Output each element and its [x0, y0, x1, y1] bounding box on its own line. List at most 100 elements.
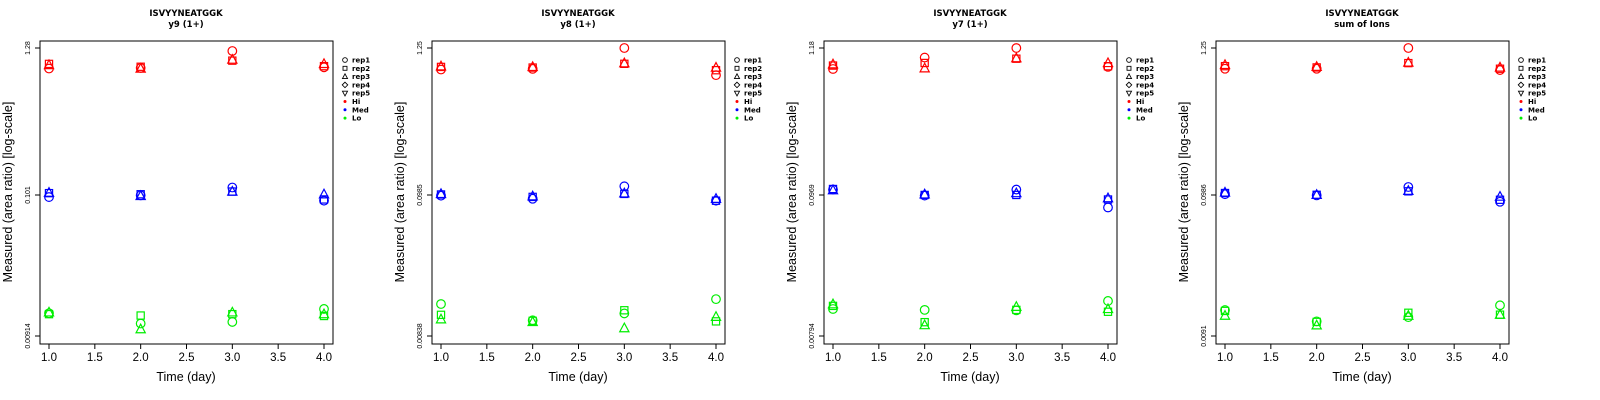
- data-point: [919, 52, 930, 63]
- x-tick-label: 3.0: [1008, 352, 1024, 364]
- data-points: [827, 43, 1114, 330]
- x-tick-label: 2.5: [179, 352, 195, 364]
- legend-item: Lo: [735, 115, 753, 123]
- legend-symbol: [733, 72, 741, 80]
- data-point: [619, 43, 630, 53]
- legend-symbol: [1519, 100, 1523, 103]
- data-point: [1102, 191, 1114, 203]
- data-point: [1494, 61, 1506, 72]
- data-point: [227, 317, 238, 327]
- legend-label: rep2: [352, 65, 370, 73]
- x-tick-label: 1.5: [871, 352, 887, 364]
- x-tick-label: 2.5: [1355, 352, 1371, 364]
- data-point: [1219, 58, 1231, 70]
- legend-symbol: [1127, 108, 1131, 112]
- data-point: [1011, 184, 1022, 195]
- data-point: [435, 187, 447, 199]
- panel-sum: ISVYYNEATGGK sum of Ions 1.0 1.5 2.0 2.5 3.0 3.…: [1176, 0, 1568, 400]
- chart-title: ISVYYNEATGGK: [149, 9, 223, 19]
- legend-label: rep2: [744, 65, 762, 73]
- data-point: [226, 185, 238, 196]
- x-tick-label: 4.0: [316, 352, 332, 364]
- data-point: [1402, 184, 1414, 195]
- x-tick-label: 2.0: [1309, 352, 1325, 364]
- legend-label: Med: [1528, 106, 1545, 114]
- data-point: [827, 297, 839, 309]
- legend-label: Med: [1136, 106, 1153, 114]
- legend-label: Lo: [1136, 115, 1145, 123]
- data-point: [710, 61, 722, 72]
- legend-label: Med: [352, 106, 369, 114]
- legend-item: rep5: [341, 90, 370, 98]
- data-point: [43, 186, 55, 197]
- legend-symbol: [1517, 72, 1525, 80]
- legend-label: rep5: [744, 90, 762, 98]
- y-tick-label: 1.18: [809, 41, 816, 55]
- legend-symbol: [735, 116, 739, 120]
- data-point: [318, 307, 330, 319]
- legend-label: rep4: [1528, 81, 1546, 89]
- legend-item: rep3: [1517, 72, 1546, 81]
- x-axis: 1.0 1.5 2.0 2.5 3.0 3.5 4.0: [825, 343, 1116, 364]
- y-tick-label: 0.00838: [417, 323, 424, 348]
- legend-label: rep3: [352, 73, 370, 81]
- y-tick-label: 0.0985: [417, 184, 424, 206]
- data-point: [1495, 300, 1505, 311]
- data-point: [711, 294, 721, 305]
- chart-title: ISVYYNEATGGK: [541, 9, 615, 19]
- data-point: [1403, 312, 1414, 323]
- data-point: [1495, 196, 1505, 207]
- data-point: [1220, 306, 1230, 316]
- data-point: [43, 306, 55, 317]
- legend-item: rep4: [1125, 81, 1154, 89]
- y-tick-label: 0.0969: [809, 184, 816, 206]
- data-point: [919, 188, 931, 199]
- x-tick-label: 1.0: [825, 352, 841, 364]
- legend-item: Med: [735, 106, 761, 114]
- legend-symbol: [1517, 90, 1525, 97]
- data-point: [1404, 308, 1413, 317]
- data-point: [318, 57, 330, 69]
- data-point: [1311, 319, 1323, 330]
- legend-item: rep5: [1517, 90, 1546, 98]
- chart-subtitle: y7 (1+): [952, 20, 987, 30]
- legend-item: Hi: [1519, 98, 1536, 106]
- x-tick-label: 2.0: [133, 352, 149, 364]
- data-points: [435, 43, 722, 333]
- legend-label: rep4: [744, 81, 762, 89]
- y-tick-label: 1.28: [25, 41, 32, 55]
- plot-frame: [823, 40, 1118, 345]
- data-point: [527, 315, 539, 327]
- data-point: [828, 304, 838, 314]
- x-axis-label: Time (day): [1332, 370, 1391, 384]
- data-point: [318, 187, 330, 199]
- x-axis-label: Time (day): [548, 370, 607, 384]
- data-point: [43, 58, 55, 70]
- legend-label: Hi: [1528, 98, 1536, 106]
- data-point: [1219, 186, 1231, 197]
- legend-label: rep1: [352, 57, 370, 65]
- legend-item: Lo: [1519, 115, 1537, 123]
- x-tick-label: 3.0: [1400, 352, 1416, 364]
- data-point: [1010, 51, 1022, 63]
- x-axis: 1.0 1.5 2.0 2.5 3.0 3.5 4.0: [41, 343, 332, 364]
- legend-label: rep3: [744, 73, 762, 81]
- y-tick-label: 1.25: [417, 41, 424, 55]
- y-tick-label: 0.00794: [809, 323, 816, 348]
- legend-item: rep3: [1125, 72, 1154, 81]
- legend-symbol: [341, 81, 349, 89]
- legend-label: rep1: [744, 57, 762, 65]
- legend-item: rep4: [1517, 81, 1546, 89]
- x-tick-label: 4.0: [708, 352, 724, 364]
- legend-label: Lo: [744, 115, 753, 123]
- legend-label: Hi: [744, 98, 752, 106]
- data-point: [1011, 43, 1022, 53]
- data-point: [710, 192, 722, 203]
- legend-item: Lo: [1127, 115, 1145, 123]
- x-tick-label: 4.0: [1492, 352, 1508, 364]
- x-tick-label: 3.0: [616, 352, 632, 364]
- x-axis: 1.0 1.5 2.0 2.5 3.0 3.5 4.0: [433, 343, 724, 364]
